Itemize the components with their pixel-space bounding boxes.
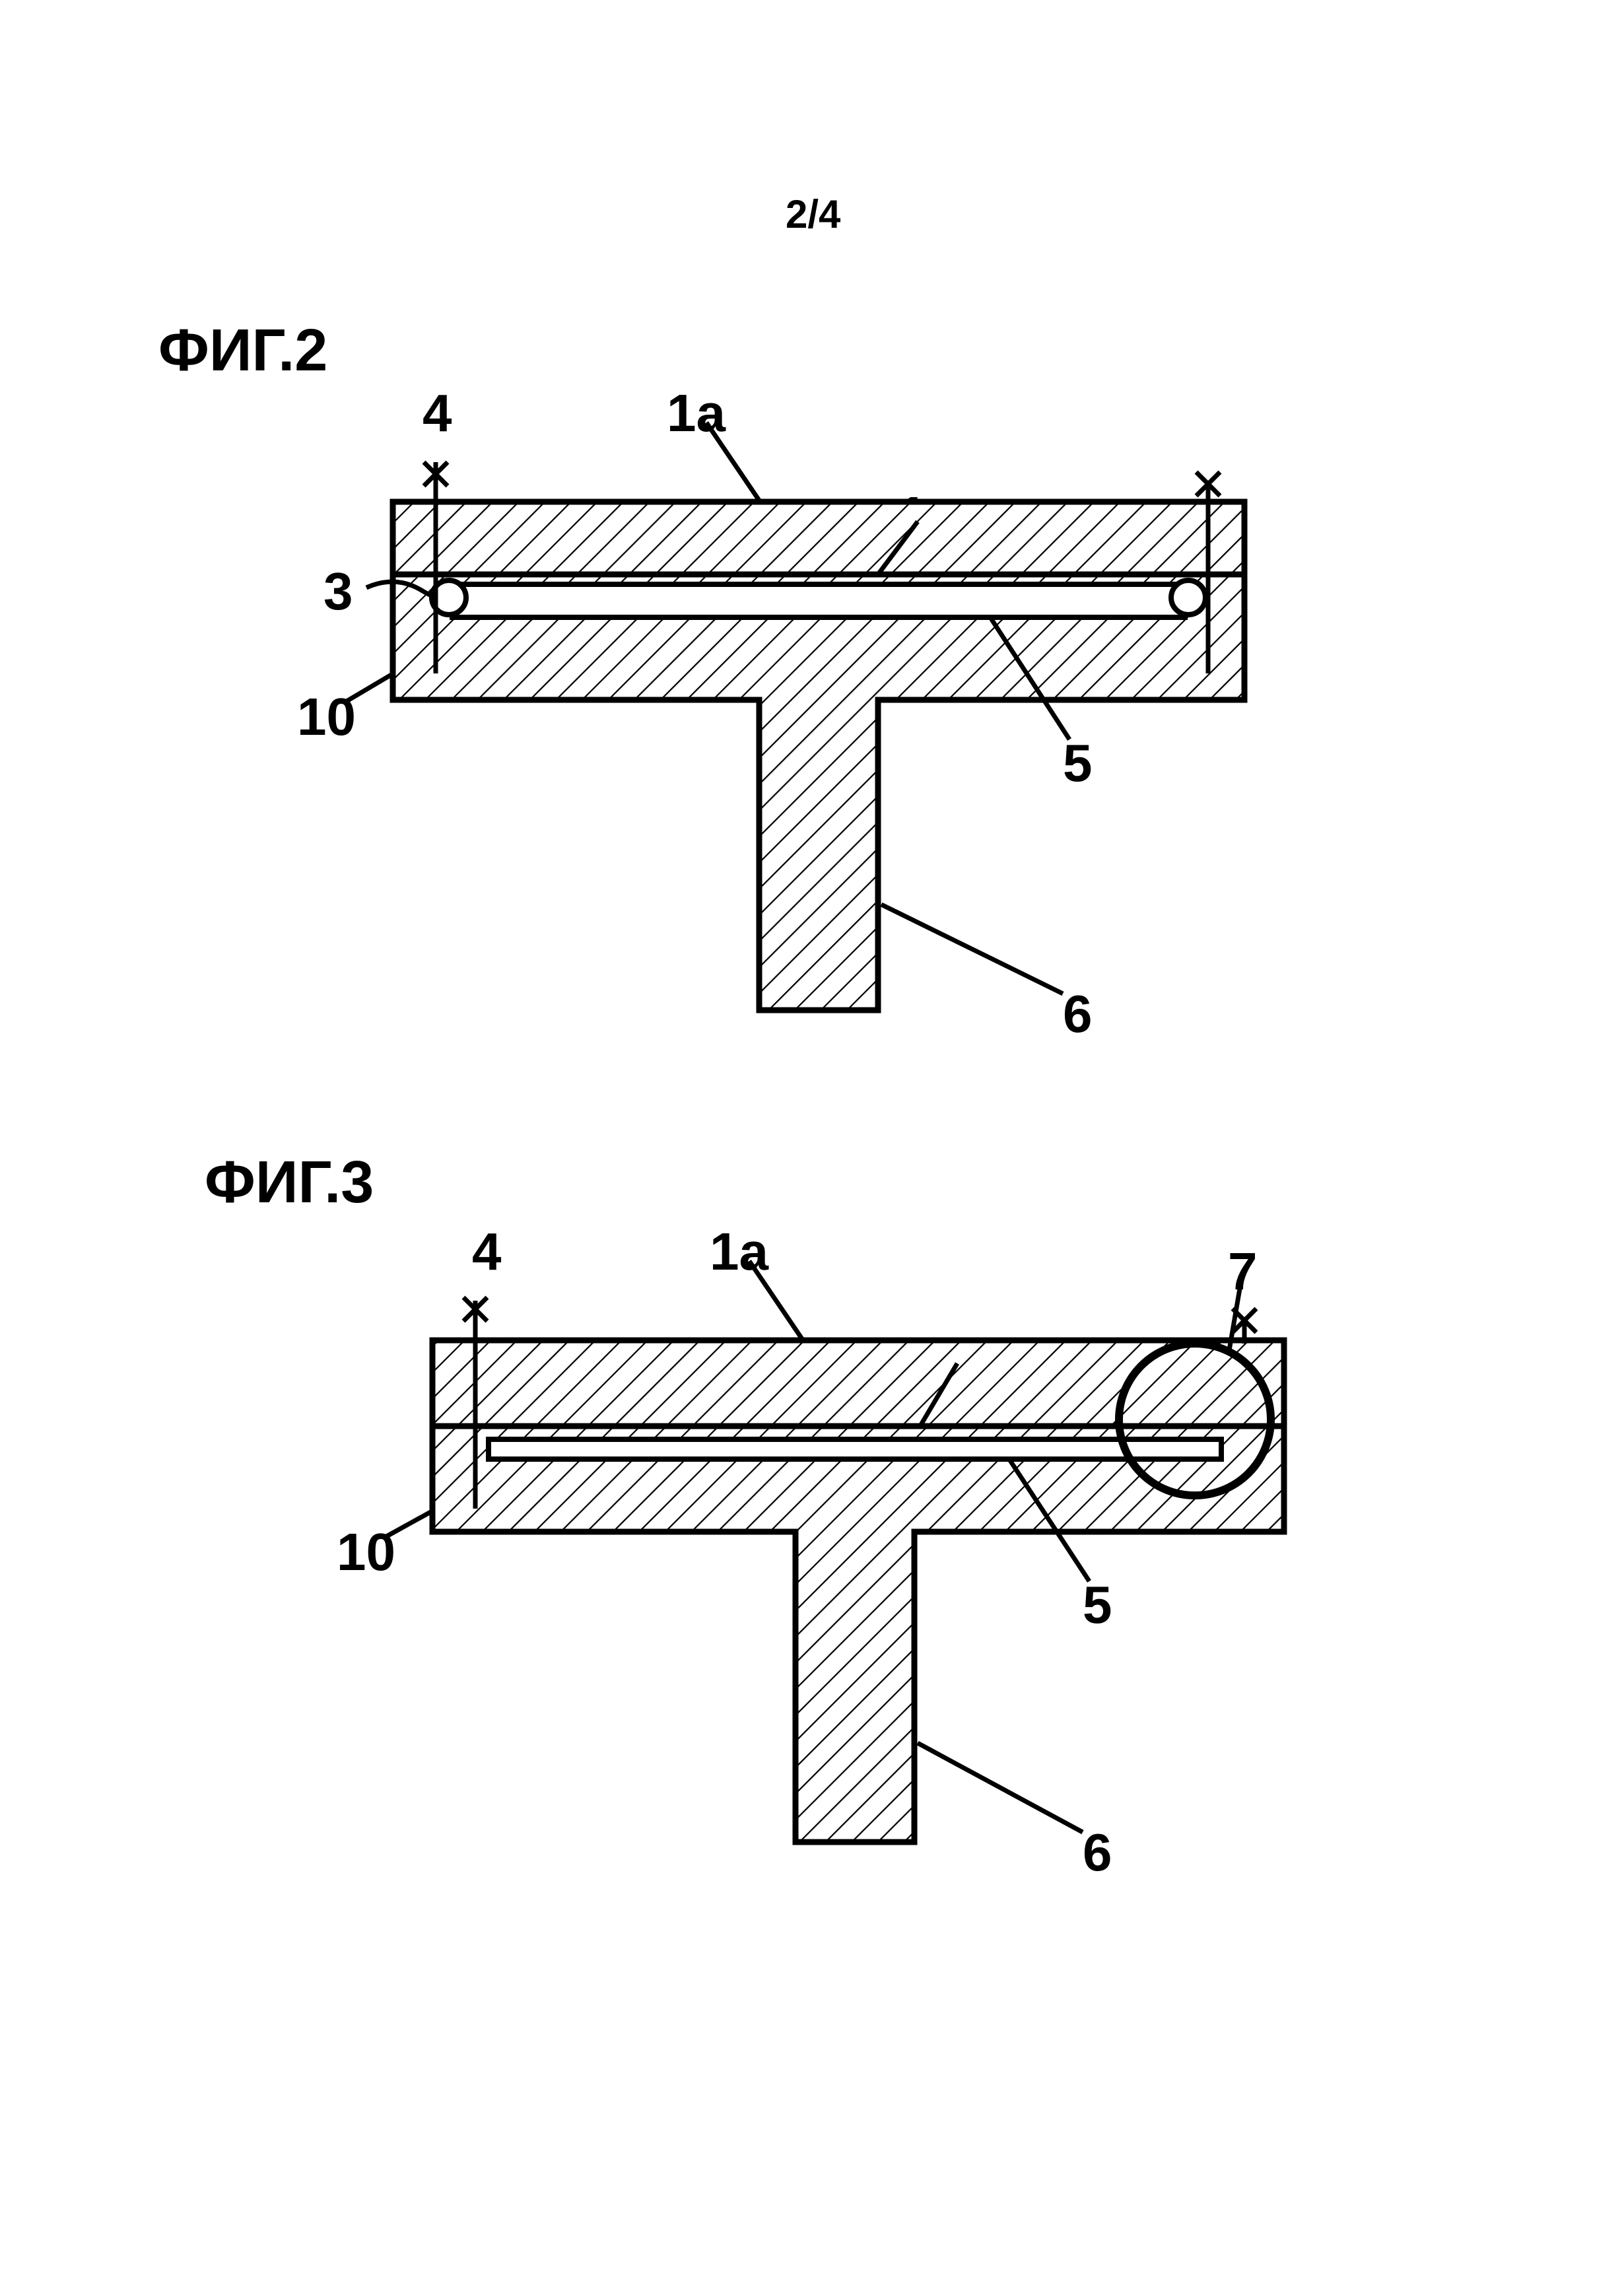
fig2-group (343, 423, 1244, 1010)
fig3-cavity (489, 1439, 1221, 1459)
fig3-group (383, 1261, 1284, 1842)
figures-svg (0, 0, 1624, 2293)
fig2-body (393, 502, 1244, 1010)
fig2-oring-right (1171, 580, 1205, 615)
fig2-cavity (452, 584, 1185, 617)
